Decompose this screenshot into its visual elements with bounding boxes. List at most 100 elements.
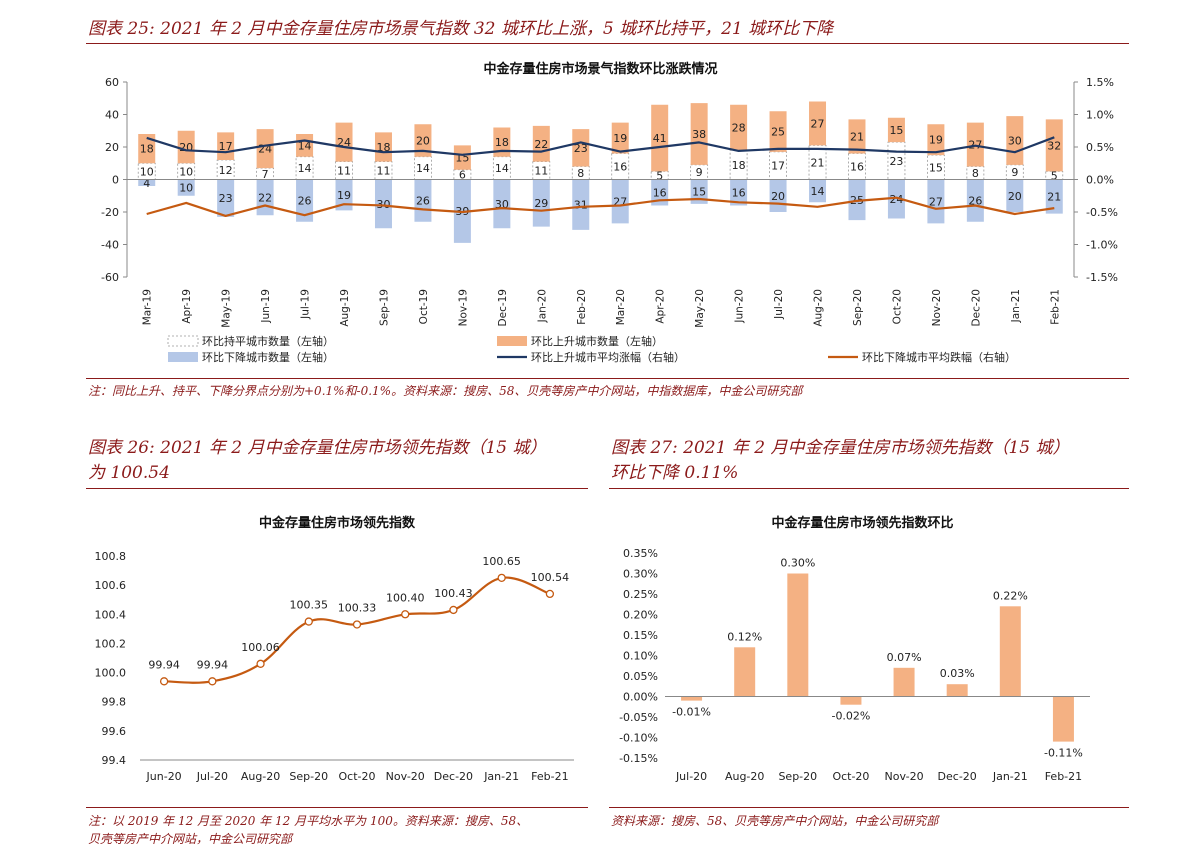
y-axis-tick-label: 99.6 — [102, 725, 127, 738]
bar-fall-count — [927, 179, 945, 224]
x-axis-tick-label: Nov-20 — [931, 289, 943, 326]
right-axis-tick-label: 0.5% — [1086, 141, 1114, 154]
chart-title: 中金存量住房市场景气指数环比涨跌情况 — [483, 61, 717, 77]
x-axis-tick-label: Jun-20 — [146, 770, 182, 783]
x-axis-tick-label: May-20 — [694, 289, 706, 328]
bar-fall-count — [690, 179, 708, 204]
figure-26-note-rule — [86, 807, 588, 808]
y-axis-tick-label: 0.00% — [623, 691, 658, 704]
flat-count-label: 10 — [140, 165, 154, 178]
bar-rise-count — [177, 130, 195, 164]
rise-count-label: 38 — [692, 128, 706, 141]
fall-count-label: 29 — [534, 197, 548, 210]
data-point — [449, 605, 458, 615]
bar-mom-change — [893, 667, 915, 697]
x-axis-tick-label: Aug-20 — [241, 770, 280, 783]
rise-count-label: 27 — [811, 117, 825, 130]
legend-avg-rise-label: 环比上升城市平均涨幅（右轴） — [531, 350, 685, 364]
rise-count-label: 18 — [495, 136, 509, 149]
left-axis-tick-label: 60 — [105, 76, 119, 89]
x-axis-tick-label: Feb-21 — [1045, 770, 1082, 783]
y-axis-tick-label: 99.4 — [102, 754, 127, 767]
flat-count-label: 11 — [534, 165, 548, 178]
rise-count-label: 19 — [929, 134, 943, 147]
bar-rise-count — [966, 122, 984, 167]
y-axis-tick-label: 0.25% — [623, 588, 658, 601]
bar-mom-change — [999, 606, 1021, 697]
bar-rise-count — [532, 125, 550, 162]
x-axis-tick-label: Mar-19 — [142, 289, 154, 325]
bar-fall-count — [809, 179, 827, 203]
rise-count-label: 22 — [534, 138, 548, 151]
bar-mom-change — [681, 696, 703, 701]
bar-rise-count — [256, 129, 274, 169]
bar-rise-count — [296, 134, 314, 157]
data-label: -0.02% — [831, 710, 870, 723]
chart-leading-index: 中金存量住房市场领先指数 100.8 100.6 100.4 100.2 100.0 99.… — [95, 515, 574, 783]
bar-fall-count — [493, 179, 511, 229]
figure-25-note-rule — [86, 378, 1129, 379]
flat-count-label: 5 — [656, 169, 663, 182]
left-axis-tick-label: 40 — [105, 109, 119, 122]
bar-rise-count — [730, 104, 748, 151]
flat-count-label: 7 — [262, 168, 269, 181]
fall-count-label: 14 — [811, 185, 825, 198]
data-point — [545, 589, 555, 599]
fall-count-label: 22 — [258, 191, 272, 204]
legend-fall-count-label: 环比下降城市数量（左轴） — [202, 350, 334, 364]
bar-rise-count — [1045, 119, 1063, 172]
data-label: -0.01% — [672, 706, 711, 719]
legend-flat-count-label: 环比持平城市数量（左轴） — [202, 334, 334, 348]
flat-count-label: 16 — [850, 161, 864, 174]
data-point — [256, 659, 265, 668]
x-axis-tick-label: Jan-21 — [483, 770, 519, 783]
data-label: 99.94 — [148, 658, 180, 671]
bar-fall-count — [966, 179, 984, 222]
rise-count-label: 21 — [850, 130, 864, 143]
figure-26-note-line1: 注：以 2019 年 12 月至 2020 年 12 月平均水平为 100。资料… — [88, 814, 529, 828]
right-axis-tick-label: 1.5% — [1086, 76, 1114, 89]
rise-count-label: 18 — [140, 143, 154, 156]
flat-count-label: 23 — [889, 155, 903, 168]
x-axis-tick-label: Jun-19 — [260, 289, 272, 324]
figure-26-title-rule — [86, 488, 588, 489]
bar-mom-change — [946, 684, 968, 697]
figure-27-title-line2: 环比下降 0.11% — [611, 463, 739, 483]
flat-count-label: 14 — [298, 162, 312, 175]
bar-rise-count — [651, 104, 669, 172]
chart-leading-index-mom: 中金存量住房市场领先指数环比 0.35% 0.30% 0.25% 0.20% 0.15% 0… — [619, 515, 1090, 783]
x-axis-tick-label: Jan-20 — [536, 289, 548, 323]
x-axis-tick-label: Nov-19 — [457, 289, 469, 326]
data-point — [159, 677, 169, 686]
data-label: 0.22% — [993, 589, 1028, 602]
data-point — [497, 573, 506, 583]
flat-count-label: 15 — [929, 161, 943, 174]
rise-count-label: 30 — [1008, 135, 1022, 148]
left-axis-tick-label: -20 — [101, 206, 119, 219]
data-label: 0.30% — [780, 557, 815, 570]
figure-27-title-line1: 图表 27: 2021 年 2 月中金存量住房市场领先指数（15 城） — [611, 438, 1070, 458]
y-axis-tick-label: 100.2 — [95, 637, 127, 650]
bar-fall-count — [177, 179, 195, 196]
x-axis-tick-label: May-19 — [221, 289, 233, 328]
rise-count-label: 14 — [298, 139, 312, 152]
bar-fall-count — [414, 179, 432, 222]
x-axis-tick-label: Jul-20 — [196, 770, 228, 783]
x-axis-tick-label: Dec-20 — [938, 770, 977, 783]
fall-count-label: 20 — [1008, 190, 1022, 203]
flat-count-label: 21 — [811, 156, 825, 169]
bar-fall-count — [1045, 179, 1063, 214]
fall-count-label: 26 — [298, 195, 312, 208]
left-axis-tick-label: -40 — [101, 239, 119, 252]
data-label: 100.65 — [482, 555, 521, 568]
x-axis-tick-label: Oct-20 — [339, 770, 376, 783]
y-axis-tick-label: -0.10% — [619, 732, 658, 745]
bar-rise-count — [769, 111, 787, 152]
legend-rise-count-label: 环比上升城市数量（左轴） — [531, 334, 663, 348]
data-label: 100.43 — [434, 587, 473, 600]
fall-count-label: 20 — [771, 190, 785, 203]
left-axis-tick-label: 0 — [112, 174, 119, 187]
bar-rise-count — [335, 122, 353, 162]
data-point — [304, 617, 313, 626]
bar-rise-count — [453, 145, 471, 170]
